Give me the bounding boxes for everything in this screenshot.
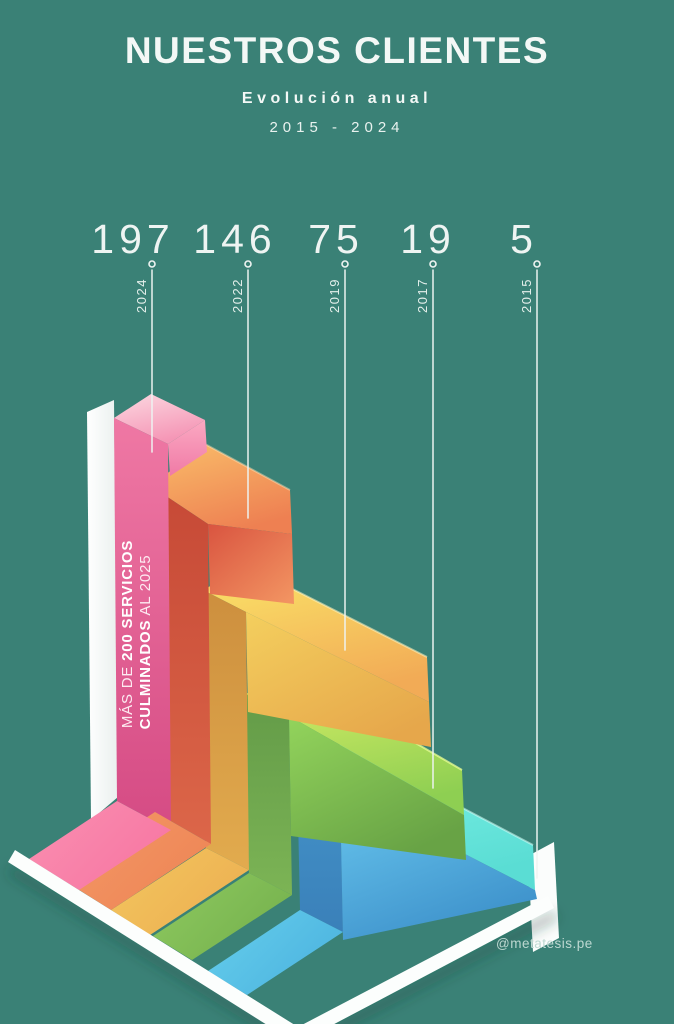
marker-dot-2024 (148, 260, 156, 268)
year-2017: 2017 (415, 278, 430, 313)
year-2019: 2019 (327, 278, 342, 313)
annotation-line-2: CULMINADOS AL 2025 (137, 555, 154, 730)
page-title: NUESTROS CLIENTES (124, 30, 550, 71)
ribbon-2022 (57, 812, 211, 910)
platform-shadow (7, 865, 559, 1024)
value-2015: 5 (510, 216, 538, 262)
year-2022: 2022 (230, 278, 245, 313)
value-2024: 197 (91, 216, 174, 262)
ribbon-2017 (153, 873, 292, 960)
bar-2019 (203, 565, 431, 870)
marker-dot-2022 (244, 260, 252, 268)
callout-2022: 146 2022 (193, 216, 276, 519)
value-2022: 146 (193, 216, 276, 262)
bar-2024: MÁS DE 200 SERVICIOS CULMINADOS AL 2025 (114, 394, 207, 830)
backdrop-panel (87, 400, 118, 820)
ribbon-2019 (111, 848, 249, 935)
marker-dot-2017 (429, 260, 437, 268)
value-2019: 75 (308, 216, 364, 262)
annotation-line-1: MÁS DE 200 SERVICIOS (119, 540, 136, 728)
callout-2019: 75 2019 (308, 216, 364, 651)
value-2017: 19 (400, 216, 456, 262)
callout-2015: 5 2015 (510, 216, 541, 879)
year-2015: 2015 (519, 278, 534, 313)
chart-subtitle: Evolución anual (241, 90, 433, 107)
ribbon-2024 (29, 801, 171, 890)
marker-dot-2015 (533, 260, 541, 268)
platform-margin-left (8, 850, 294, 1024)
callout-2017: 19 2017 (400, 216, 456, 789)
callout-2024: 197 2024 (91, 216, 174, 453)
marker-dot-2019 (341, 260, 349, 268)
watermark: @metatesis.pe (496, 936, 593, 951)
chart-period: 2015 - 2024 (269, 119, 405, 136)
ribbon-2015 (208, 910, 343, 995)
platform-margin-right (303, 896, 554, 1024)
year-2024: 2024 (134, 278, 149, 313)
